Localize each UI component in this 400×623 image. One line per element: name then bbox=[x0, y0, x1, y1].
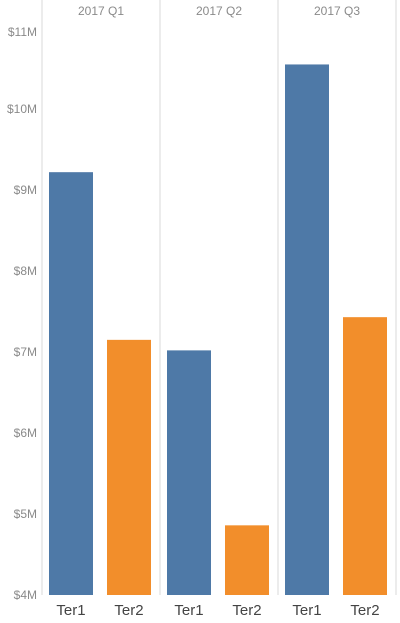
bar-ter2-1 bbox=[107, 339, 151, 595]
x-tick-label: Ter2 bbox=[350, 602, 379, 619]
panel-header: 2017 Q3 bbox=[314, 4, 360, 18]
panel-header: 2017 Q1 bbox=[78, 4, 124, 18]
y-tick-label: $9M bbox=[14, 183, 37, 197]
y-tick-label: $7M bbox=[14, 345, 37, 359]
y-tick-label: $8M bbox=[14, 264, 37, 278]
bars bbox=[49, 64, 387, 595]
bar-ter2-2 bbox=[225, 525, 269, 595]
x-tick-label: Ter2 bbox=[114, 602, 143, 619]
panel-header: 2017 Q2 bbox=[196, 4, 242, 18]
bar-ter1-1 bbox=[49, 172, 93, 595]
y-axis: $4M $5M $6M $7M $8M $9M $10M $11M bbox=[7, 25, 37, 602]
y-tick-label: $6M bbox=[14, 426, 37, 440]
y-tick-label: $11M bbox=[8, 25, 37, 39]
bar-ter1-3 bbox=[285, 64, 329, 595]
x-tick-label: Ter1 bbox=[174, 602, 203, 619]
bar-ter1-2 bbox=[167, 350, 211, 595]
bar-ter2-3 bbox=[343, 317, 387, 595]
y-tick-label: $4M bbox=[14, 588, 37, 602]
y-tick-label: $5M bbox=[14, 507, 37, 521]
x-tick-label: Ter2 bbox=[232, 602, 261, 619]
y-tick-label: $10M bbox=[7, 102, 37, 116]
x-tick-label: Ter1 bbox=[56, 602, 85, 619]
x-axis: Ter1 Ter2 Ter1 Ter2 Ter1 Ter2 bbox=[56, 602, 379, 619]
panel-headers: 2017 Q1 2017 Q2 2017 Q3 bbox=[78, 4, 360, 18]
x-tick-label: Ter1 bbox=[292, 602, 321, 619]
panel-dividers bbox=[41, 0, 397, 595]
